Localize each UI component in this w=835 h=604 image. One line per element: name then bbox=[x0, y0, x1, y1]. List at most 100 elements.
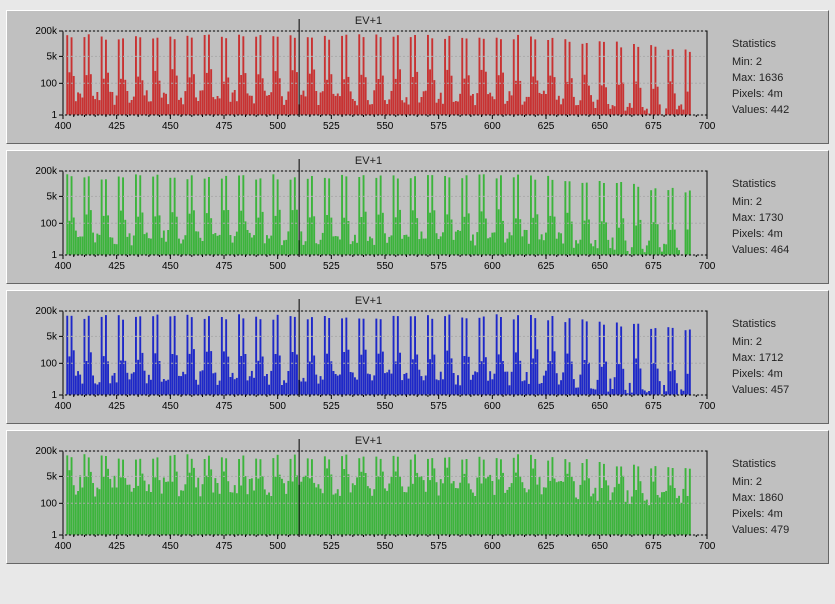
svg-text:700: 700 bbox=[699, 261, 715, 272]
svg-text:475: 475 bbox=[216, 401, 233, 412]
stats-title: Statistics bbox=[732, 456, 820, 472]
svg-text:1: 1 bbox=[51, 110, 57, 121]
svg-text:425: 425 bbox=[108, 541, 125, 552]
svg-text:5k: 5k bbox=[46, 51, 58, 62]
axes: 11005k200k400425450475500525550575600625… bbox=[35, 299, 715, 412]
histogram-panel-blue: EV+111005k200k40042545047550052555057560… bbox=[6, 290, 829, 424]
axes: 11005k200k400425450475500525550575600625… bbox=[35, 159, 715, 272]
stats-block: Statistics Min: 2 Max: 1712 Pixels: 4m V… bbox=[730, 316, 820, 398]
chart-area: EV+111005k200k40042545047550052555057560… bbox=[15, 17, 722, 137]
svg-text:700: 700 bbox=[699, 121, 715, 132]
histogram-chart: 11005k200k400425450475500525550575600625… bbox=[15, 17, 715, 137]
stats-block: Statistics Min: 2 Max: 1730 Pixels: 4m V… bbox=[730, 176, 820, 258]
stats-values: Values: 442 bbox=[732, 102, 820, 118]
svg-text:400: 400 bbox=[55, 541, 72, 552]
svg-text:650: 650 bbox=[591, 121, 608, 132]
svg-text:475: 475 bbox=[216, 541, 233, 552]
stats-min: Min: 2 bbox=[732, 334, 820, 350]
svg-text:600: 600 bbox=[484, 401, 501, 412]
svg-text:575: 575 bbox=[430, 541, 447, 552]
svg-text:525: 525 bbox=[323, 401, 340, 412]
svg-text:675: 675 bbox=[645, 121, 662, 132]
bars bbox=[66, 34, 691, 115]
stats-min: Min: 2 bbox=[732, 54, 820, 70]
bars bbox=[66, 314, 691, 395]
svg-text:675: 675 bbox=[645, 541, 662, 552]
svg-text:100: 100 bbox=[40, 218, 57, 229]
svg-text:450: 450 bbox=[162, 121, 179, 132]
stats-min: Min: 2 bbox=[732, 194, 820, 210]
histogram-panel-red: EV+111005k200k40042545047550052555057560… bbox=[6, 10, 829, 144]
svg-text:625: 625 bbox=[538, 541, 555, 552]
svg-text:625: 625 bbox=[538, 261, 555, 272]
axes: 11005k200k400425450475500525550575600625… bbox=[35, 19, 715, 132]
bars bbox=[66, 454, 691, 535]
svg-text:400: 400 bbox=[55, 261, 72, 272]
svg-text:575: 575 bbox=[430, 121, 447, 132]
svg-text:500: 500 bbox=[269, 261, 286, 272]
svg-text:5k: 5k bbox=[46, 471, 58, 482]
stats-title: Statistics bbox=[732, 36, 820, 52]
stats-title: Statistics bbox=[732, 316, 820, 332]
stats-values: Values: 457 bbox=[732, 382, 820, 398]
histogram-panel-green2: EV+111005k200k40042545047550052555057560… bbox=[6, 430, 829, 564]
svg-text:425: 425 bbox=[108, 261, 125, 272]
svg-text:475: 475 bbox=[216, 121, 233, 132]
svg-text:200k: 200k bbox=[35, 166, 58, 177]
svg-text:600: 600 bbox=[484, 541, 501, 552]
histogram-panel-green1: EV+111005k200k40042545047550052555057560… bbox=[6, 150, 829, 284]
svg-text:400: 400 bbox=[55, 401, 72, 412]
histogram-chart: 11005k200k400425450475500525550575600625… bbox=[15, 157, 715, 277]
chart-area: EV+111005k200k40042545047550052555057560… bbox=[15, 437, 722, 557]
histogram-chart: 11005k200k400425450475500525550575600625… bbox=[15, 437, 715, 557]
svg-text:1: 1 bbox=[51, 530, 57, 541]
svg-text:100: 100 bbox=[40, 498, 57, 509]
svg-text:1: 1 bbox=[51, 390, 57, 401]
svg-text:500: 500 bbox=[269, 401, 286, 412]
svg-text:625: 625 bbox=[538, 121, 555, 132]
stats-block: Statistics Min: 2 Max: 1636 Pixels: 4m V… bbox=[730, 36, 820, 118]
svg-text:525: 525 bbox=[323, 121, 340, 132]
bars bbox=[66, 174, 691, 255]
chart-area: EV+111005k200k40042545047550052555057560… bbox=[15, 157, 722, 277]
svg-text:400: 400 bbox=[55, 121, 72, 132]
histogram-chart: 11005k200k400425450475500525550575600625… bbox=[15, 297, 715, 417]
stats-max: Max: 1730 bbox=[732, 210, 820, 226]
svg-text:550: 550 bbox=[377, 401, 394, 412]
svg-text:425: 425 bbox=[108, 121, 125, 132]
svg-text:525: 525 bbox=[323, 541, 340, 552]
stats-block: Statistics Min: 2 Max: 1860 Pixels: 4m V… bbox=[730, 456, 820, 538]
chart-area: EV+111005k200k40042545047550052555057560… bbox=[15, 297, 722, 417]
stats-max: Max: 1712 bbox=[732, 350, 820, 366]
svg-text:200k: 200k bbox=[35, 446, 58, 457]
svg-text:500: 500 bbox=[269, 121, 286, 132]
stats-pixels: Pixels: 4m bbox=[732, 86, 820, 102]
svg-text:525: 525 bbox=[323, 261, 340, 272]
svg-text:600: 600 bbox=[484, 261, 501, 272]
stats-values: Values: 464 bbox=[732, 242, 820, 258]
stats-max: Max: 1636 bbox=[732, 70, 820, 86]
svg-text:650: 650 bbox=[591, 541, 608, 552]
stats-min: Min: 2 bbox=[732, 474, 820, 490]
svg-text:475: 475 bbox=[216, 261, 233, 272]
svg-text:5k: 5k bbox=[46, 191, 58, 202]
svg-text:100: 100 bbox=[40, 358, 57, 369]
svg-text:100: 100 bbox=[40, 78, 57, 89]
svg-text:650: 650 bbox=[591, 401, 608, 412]
svg-text:450: 450 bbox=[162, 401, 179, 412]
stats-pixels: Pixels: 4m bbox=[732, 366, 820, 382]
svg-text:450: 450 bbox=[162, 261, 179, 272]
svg-text:700: 700 bbox=[699, 401, 715, 412]
svg-text:200k: 200k bbox=[35, 26, 58, 37]
svg-text:200k: 200k bbox=[35, 306, 58, 317]
svg-text:550: 550 bbox=[377, 541, 394, 552]
svg-text:700: 700 bbox=[699, 541, 715, 552]
svg-text:600: 600 bbox=[484, 121, 501, 132]
svg-text:675: 675 bbox=[645, 401, 662, 412]
svg-text:575: 575 bbox=[430, 401, 447, 412]
stats-max: Max: 1860 bbox=[732, 490, 820, 506]
stats-pixels: Pixels: 4m bbox=[732, 226, 820, 242]
stats-values: Values: 479 bbox=[732, 522, 820, 538]
svg-text:450: 450 bbox=[162, 541, 179, 552]
svg-text:575: 575 bbox=[430, 261, 447, 272]
